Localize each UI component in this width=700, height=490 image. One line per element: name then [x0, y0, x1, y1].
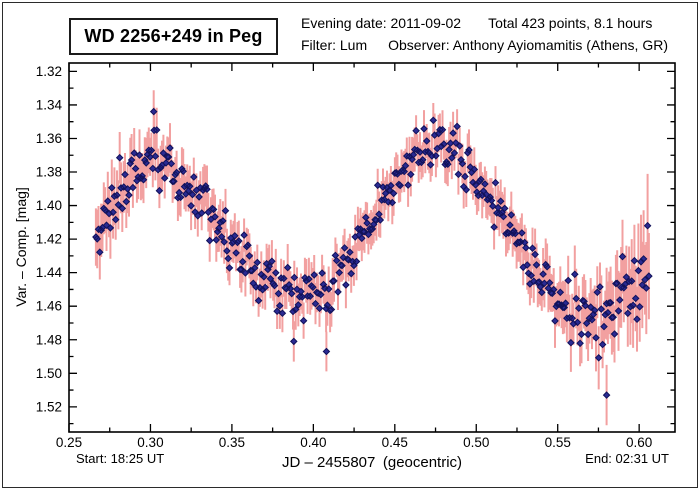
- x-axis-label: JD – 2455807 (geocentric): [281, 454, 463, 471]
- y-tick-label: 1.46: [36, 299, 62, 314]
- y-tick-label: 1.48: [36, 332, 62, 347]
- start-time-label: Start: 18:25 UT: [76, 451, 165, 466]
- total-points-label: Total 423 points, 8.1 hours: [488, 15, 653, 31]
- y-tick-label: 1.40: [36, 198, 62, 213]
- data-points: [92, 107, 653, 399]
- y-tick-label: 1.44: [36, 265, 63, 280]
- title-box: WD 2256+249 in Peg: [69, 18, 278, 55]
- x-tick-label: 0.30: [137, 435, 163, 450]
- observer-label: Observer: Anthony Ayiomamitis (Athens, G…: [388, 37, 668, 53]
- x-tick-label: 0.35: [219, 435, 245, 450]
- y-tick-label: 1.36: [36, 131, 62, 146]
- page-title: WD 2256+249 in Peg: [84, 26, 263, 46]
- x-tick-label: 0.50: [463, 435, 489, 450]
- x-tick-label: 0.25: [56, 435, 82, 450]
- x-tick-label: 0.55: [545, 435, 571, 450]
- y-tick-label: 1.38: [36, 165, 62, 180]
- y-tick-label: 1.50: [36, 366, 62, 381]
- y-tick-label: 1.42: [36, 232, 62, 247]
- y-tick-label: 1.52: [36, 399, 62, 414]
- y-axis-label: Var. – Comp. [mag]: [13, 187, 29, 307]
- x-tick-label: 0.45: [382, 435, 408, 450]
- header-line-1: Evening date: 2011-09-02 Total 423 points…: [301, 12, 668, 34]
- axis-ticks: [68, 63, 675, 432]
- y-tick-label: 1.34: [36, 97, 63, 112]
- end-time-label: End: 02:31 UT: [585, 451, 669, 466]
- evening-date-label: Evening date: 2011-09-02: [301, 15, 462, 31]
- filter-label: Filter: Lum: [301, 37, 368, 53]
- header-line-2: Filter: Lum Observer: Anthony Ayiomamitis…: [301, 34, 668, 56]
- error-bars: [94, 90, 650, 426]
- y-tick-label: 1.32: [36, 64, 62, 79]
- header-info: Evening date: 2011-09-02 Total 423 points…: [301, 12, 668, 56]
- x-tick-label: 0.60: [626, 435, 652, 450]
- x-tick-label: 0.40: [300, 435, 326, 450]
- plot-frame: [68, 62, 676, 433]
